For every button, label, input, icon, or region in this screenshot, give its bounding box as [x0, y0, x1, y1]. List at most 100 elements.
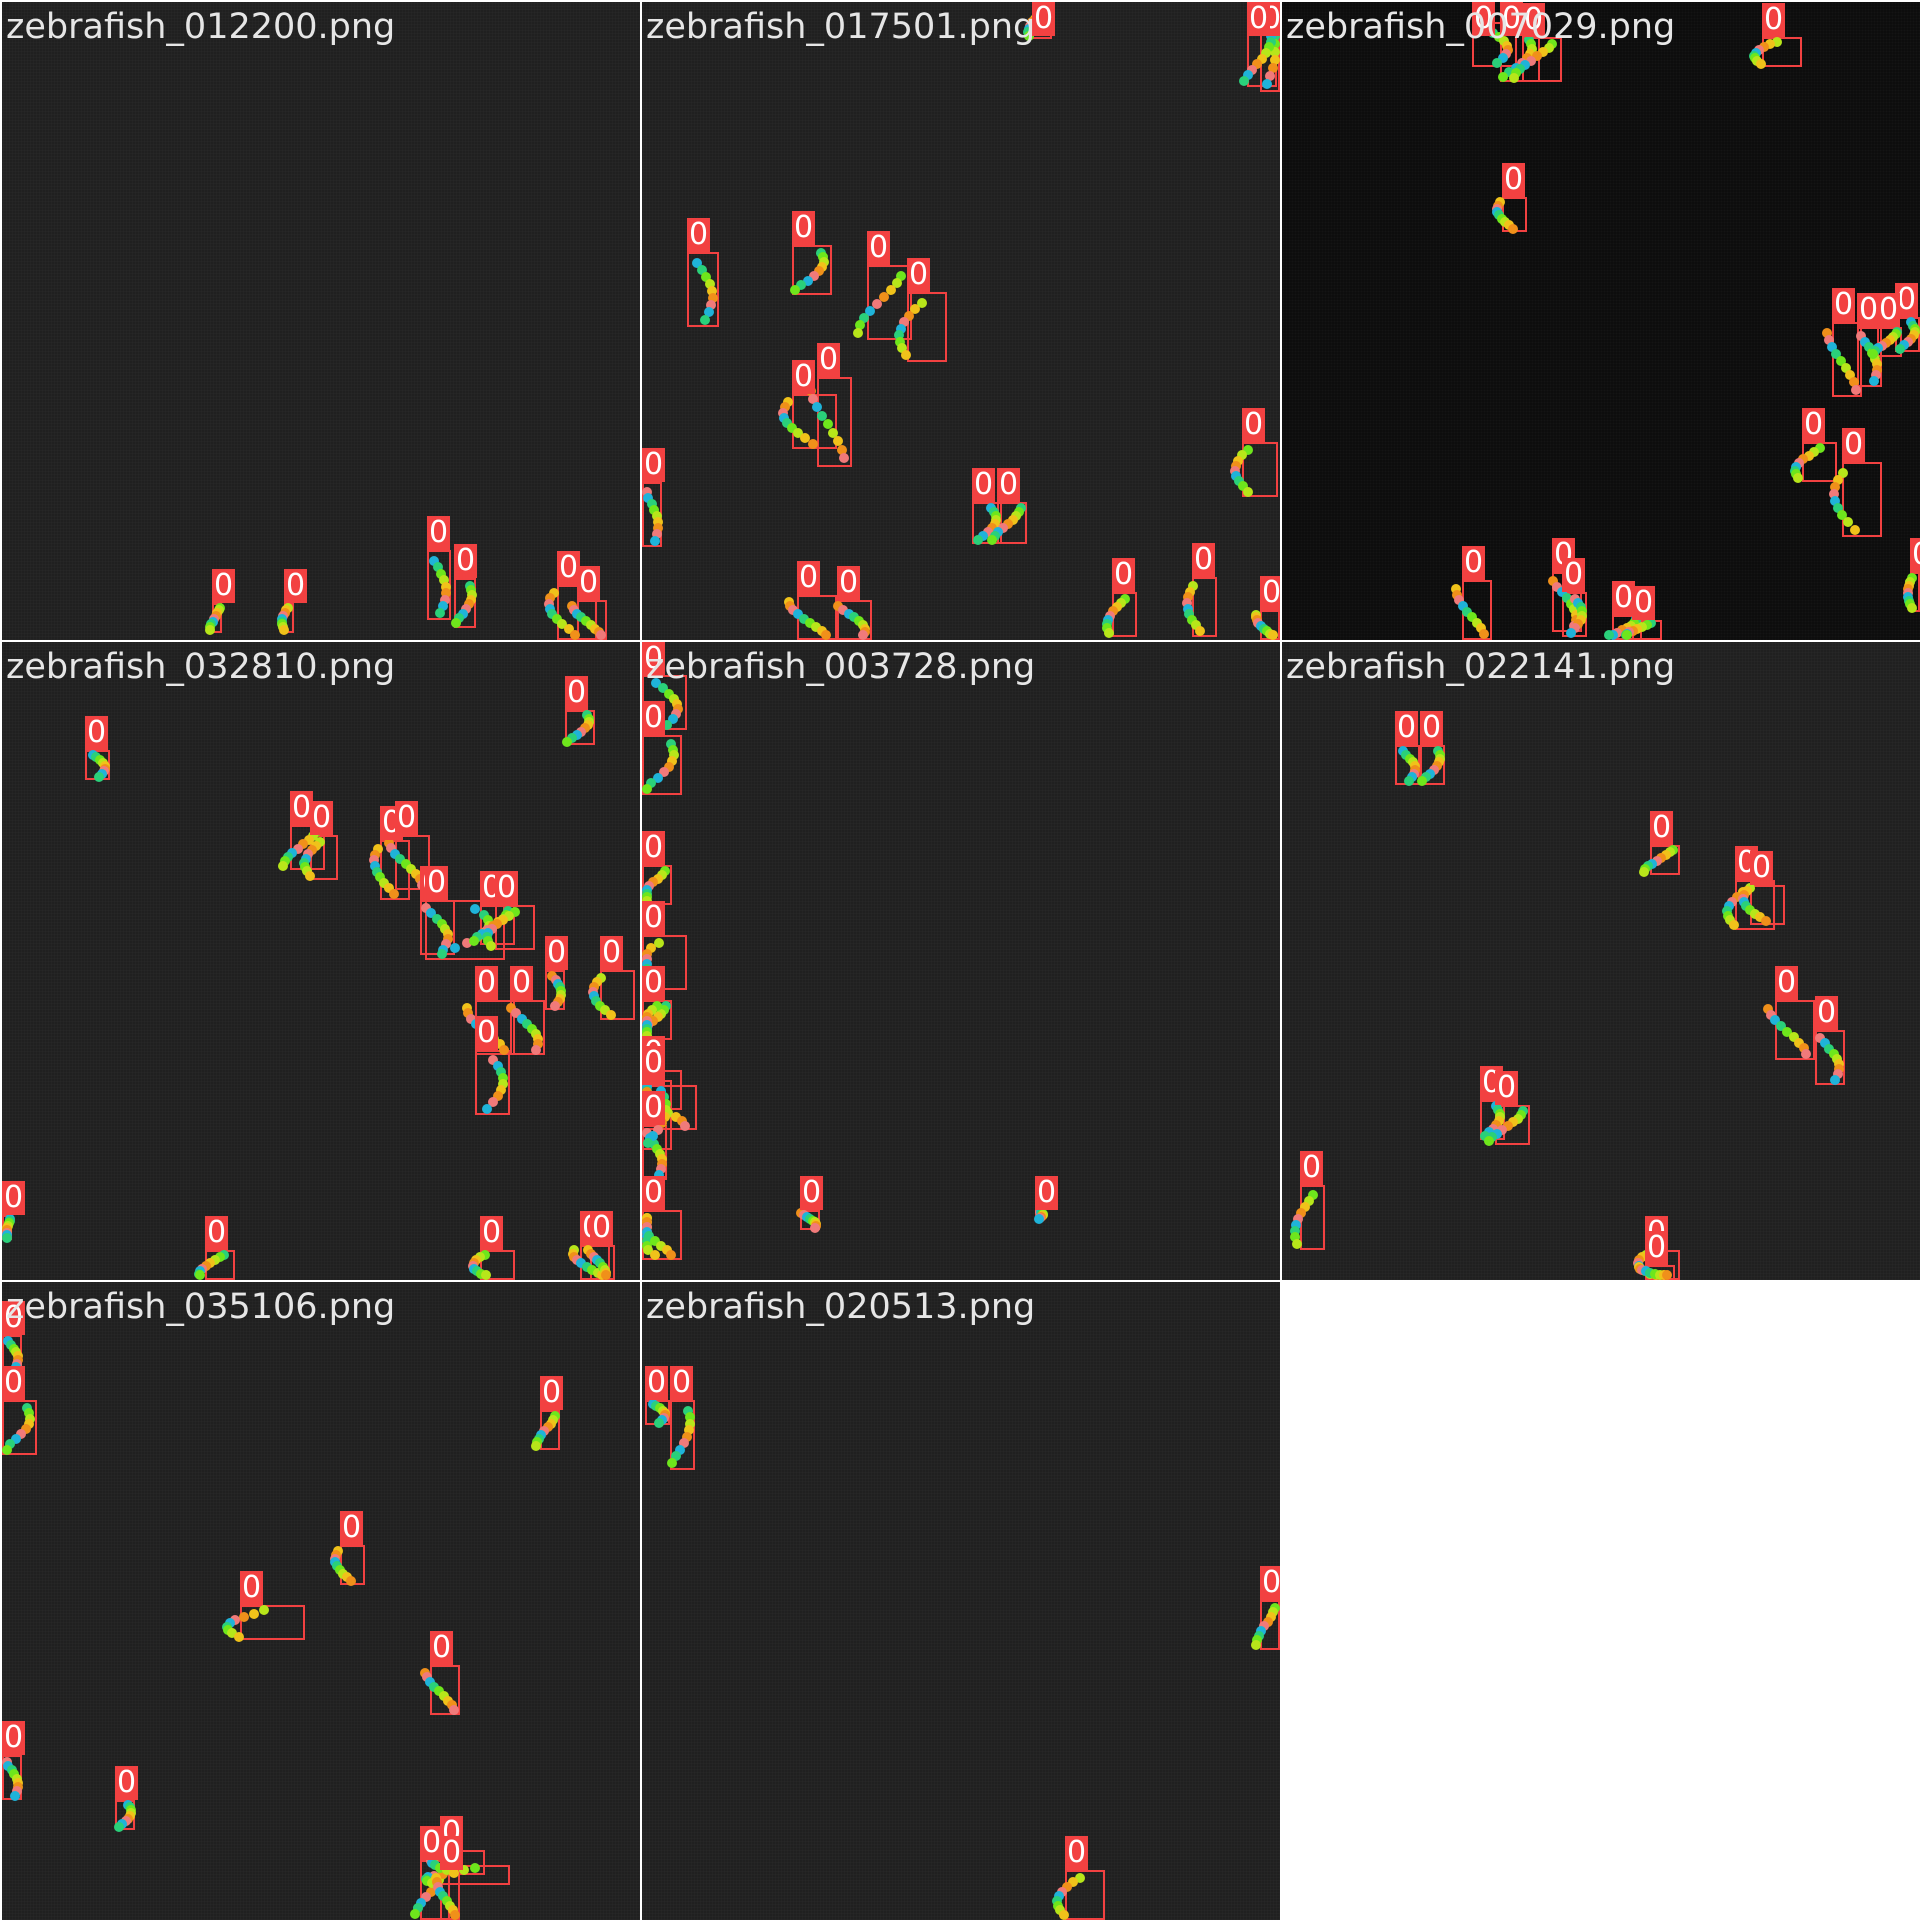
- keypoint: [485, 940, 496, 951]
- class-label: 0: [1842, 427, 1866, 462]
- keypoint: [646, 498, 657, 509]
- keypoint: [1829, 496, 1840, 507]
- tile-filename: zebrafish_032810.png: [6, 647, 396, 687]
- keypoint: [527, 1023, 538, 1034]
- keypoint: [547, 608, 558, 619]
- keypoint: [1509, 72, 1520, 83]
- keypoint: [433, 562, 444, 573]
- keypoint: [651, 511, 662, 522]
- keypoint: [430, 1860, 441, 1871]
- keypoint: [1261, 47, 1272, 58]
- keypoint: [1190, 620, 1201, 631]
- keypoint: [662, 719, 673, 730]
- keypoint: [383, 883, 394, 894]
- keypoint: [497, 915, 508, 926]
- keypoint: [650, 1235, 661, 1246]
- keypoint: [1569, 623, 1580, 634]
- class-label: 0: [867, 230, 891, 265]
- keypoint: [390, 848, 401, 859]
- keypoint: [998, 522, 1009, 533]
- keypoint: [1832, 1069, 1843, 1080]
- keypoint: [388, 889, 399, 899]
- class-label: 0: [1650, 810, 1674, 845]
- class-label: 0: [2, 1365, 26, 1400]
- keypoint: [978, 530, 989, 541]
- class-label: 0: [1502, 162, 1526, 197]
- keypoint: [652, 523, 663, 534]
- keypoint: [440, 581, 451, 592]
- class-label: 0: [85, 715, 109, 750]
- keypoint: [440, 594, 451, 605]
- keypoint: [1242, 445, 1253, 456]
- tile-filename: zebrafish_022141.png: [1286, 647, 1676, 687]
- keypoint: [664, 688, 675, 699]
- class-label: 0: [642, 1090, 666, 1125]
- class-label: 0: [1395, 710, 1419, 745]
- keypoint: [894, 336, 905, 347]
- detection-box: [425, 900, 505, 960]
- keypoint: [531, 1044, 542, 1055]
- keypoint: [459, 1864, 470, 1875]
- keypoint: [24, 1413, 35, 1424]
- keypoint: [1184, 609, 1195, 620]
- keypoint: [442, 1865, 453, 1876]
- keypoint: [372, 844, 383, 854]
- keypoint: [425, 1886, 436, 1897]
- keypoint: [1007, 515, 1018, 526]
- keypoint: [491, 919, 502, 930]
- keypoint: [16, 1429, 27, 1440]
- keypoint: [1871, 364, 1882, 375]
- class-label: 0: [480, 1215, 504, 1250]
- keypoint: [441, 939, 452, 950]
- keypoint: [1845, 370, 1856, 381]
- class-label: 0: [1260, 1566, 1280, 1600]
- image-noise: [2, 642, 640, 1280]
- keypoint: [425, 1676, 436, 1687]
- keypoint: [259, 1605, 270, 1616]
- keypoint: [492, 1060, 503, 1071]
- keypoint: [987, 534, 998, 545]
- keypoint: [469, 936, 480, 946]
- detection-box: [240, 1605, 305, 1640]
- keypoint: [1801, 1049, 1812, 1059]
- class-label: 0: [642, 965, 666, 1000]
- keypoint: [1230, 471, 1241, 482]
- keypoint: [595, 972, 606, 983]
- detection-box: [907, 292, 947, 362]
- keypoint: [1809, 446, 1820, 457]
- keypoint: [1867, 349, 1878, 359]
- class-label: 0: [430, 1630, 454, 1665]
- detection-box: [475, 1050, 510, 1115]
- keypoint: [1760, 916, 1771, 926]
- keypoint: [386, 843, 397, 854]
- class-label: 0: [2, 1720, 26, 1755]
- keypoint: [680, 1120, 691, 1131]
- keypoint: [595, 1000, 606, 1011]
- detection-box: [687, 252, 719, 327]
- keypoint: [1856, 331, 1866, 341]
- keypoint: [522, 1018, 533, 1029]
- class-label: 0: [565, 675, 589, 710]
- class-label: 0: [2, 1180, 26, 1215]
- keypoint: [670, 1451, 681, 1462]
- keypoint: [544, 603, 555, 614]
- keypoint: [899, 317, 910, 328]
- keypoint: [379, 877, 390, 888]
- keypoint: [1837, 510, 1848, 521]
- keypoint: [652, 529, 663, 540]
- keypoint: [1457, 600, 1468, 611]
- class-label: 0: [475, 1015, 499, 1050]
- keypoint: [665, 739, 676, 749]
- keypoint: [1290, 1226, 1300, 1237]
- keypoint: [1870, 370, 1881, 381]
- keypoint: [1462, 606, 1473, 617]
- keypoint: [838, 604, 849, 615]
- keypoint: [655, 1164, 666, 1175]
- keypoint: [684, 1412, 695, 1423]
- keypoint: [643, 1245, 654, 1256]
- detection-box: [1857, 327, 1882, 387]
- keypoint: [656, 869, 667, 880]
- keypoint: [800, 433, 811, 444]
- keypoint: [1749, 908, 1760, 919]
